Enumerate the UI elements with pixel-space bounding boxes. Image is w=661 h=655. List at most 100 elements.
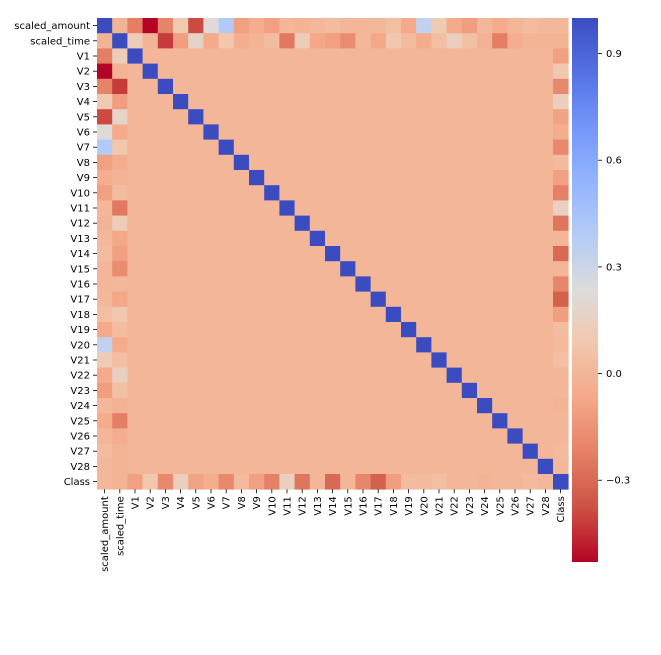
x-tick-label: V6 <box>207 496 218 509</box>
heatmap-cell <box>233 94 250 110</box>
heatmap-cell <box>218 33 235 49</box>
heatmap-cell <box>233 261 250 277</box>
heatmap-cell <box>264 322 280 338</box>
heatmap-cell <box>233 352 250 368</box>
heatmap-cell <box>294 246 311 262</box>
heatmap-cell <box>401 337 417 353</box>
heatmap-cells <box>97 18 569 490</box>
heatmap-cell <box>385 276 402 292</box>
heatmap-cell <box>173 276 189 292</box>
heatmap-cell <box>553 291 569 308</box>
heatmap-cell <box>142 246 159 262</box>
heatmap-cell <box>157 94 174 110</box>
heatmap-cell <box>416 474 432 490</box>
heatmap-cell <box>264 367 280 384</box>
heatmap-cell <box>461 428 478 444</box>
heatmap-cell <box>112 398 128 414</box>
heatmap-cell <box>294 139 311 156</box>
heatmap-cell <box>142 337 159 353</box>
heatmap-cell <box>355 398 371 414</box>
x-tick-label: V14 <box>328 496 339 516</box>
heatmap-cell <box>416 154 432 171</box>
heatmap-cell <box>112 94 128 110</box>
heatmap-cell <box>507 276 523 292</box>
heatmap-cell <box>355 306 371 323</box>
heatmap-cell <box>173 428 189 444</box>
x-tick-label: V27 <box>526 496 537 516</box>
heatmap-cell <box>97 322 113 338</box>
heatmap-cell <box>294 154 311 171</box>
x-tick-label: V26 <box>511 496 522 516</box>
heatmap-cell <box>309 109 326 125</box>
heatmap-cell <box>507 261 523 277</box>
x-tick-label: V9 <box>252 496 263 509</box>
heatmap-cell <box>355 154 371 171</box>
heatmap-cell <box>416 48 432 64</box>
heatmap-cell <box>97 261 113 277</box>
heatmap-cell <box>188 367 204 384</box>
heatmap-cell <box>112 78 128 95</box>
heatmap-cell <box>294 458 311 475</box>
heatmap-cell <box>370 428 387 444</box>
heatmap-cell <box>492 367 508 384</box>
heatmap-cell <box>203 261 219 277</box>
heatmap-cell <box>218 200 235 216</box>
heatmap-cell <box>416 230 432 247</box>
heatmap-cell <box>112 367 128 384</box>
heatmap-cell <box>401 306 417 323</box>
y-tick-label: V23 <box>70 386 90 397</box>
heatmap-cell <box>461 200 478 216</box>
heatmap-cell <box>340 443 356 460</box>
heatmap-cell <box>461 185 478 201</box>
heatmap-cell <box>97 154 113 171</box>
heatmap-cell <box>264 291 280 308</box>
heatmap-cell <box>309 200 326 216</box>
heatmap-cell <box>188 94 204 110</box>
heatmap-cell <box>188 124 204 140</box>
heatmap-cell <box>188 322 204 338</box>
heatmap-cell <box>127 185 143 201</box>
heatmap-cell <box>309 124 326 140</box>
heatmap-cell <box>142 306 159 323</box>
x-tick-label: V11 <box>283 496 294 516</box>
heatmap-cell <box>218 63 235 80</box>
heatmap-cell <box>97 170 113 186</box>
y-tick-label: V1 <box>77 52 90 63</box>
heatmap-cell <box>173 246 189 262</box>
y-tick-label: scaled_time <box>30 36 90 47</box>
heatmap-cell <box>233 276 250 292</box>
heatmap-cell <box>157 63 174 80</box>
heatmap-cell <box>507 230 523 247</box>
heatmap-cell <box>203 18 219 34</box>
heatmap-cell <box>309 94 326 110</box>
heatmap-cell <box>507 428 523 444</box>
heatmap-cell <box>507 170 523 186</box>
heatmap-cell <box>461 109 478 125</box>
heatmap-cell <box>233 124 250 140</box>
heatmap-cell <box>431 306 447 323</box>
heatmap-cell <box>249 428 265 444</box>
x-tick-label: V12 <box>298 496 309 516</box>
heatmap-cell <box>401 367 417 384</box>
heatmap-cell <box>249 18 265 34</box>
heatmap-cell <box>142 352 159 368</box>
heatmap-cell <box>218 124 235 140</box>
y-tick-label: V3 <box>77 82 90 93</box>
heatmap-cell <box>370 261 387 277</box>
heatmap-cell <box>127 261 143 277</box>
heatmap-cell <box>446 261 463 277</box>
heatmap-cell <box>477 63 493 80</box>
heatmap-cell <box>401 382 417 399</box>
heatmap-cell <box>477 458 493 475</box>
heatmap-cell <box>249 139 265 156</box>
heatmap-cell <box>370 33 387 49</box>
heatmap-cell <box>309 215 326 232</box>
heatmap-cell <box>309 474 326 490</box>
heatmap-cell <box>233 458 250 475</box>
heatmap-cell <box>385 246 402 262</box>
heatmap-cell <box>233 428 250 444</box>
heatmap-cell <box>492 154 508 171</box>
heatmap-cell <box>127 63 143 80</box>
heatmap-cell <box>157 458 174 475</box>
heatmap-cell <box>325 215 341 232</box>
